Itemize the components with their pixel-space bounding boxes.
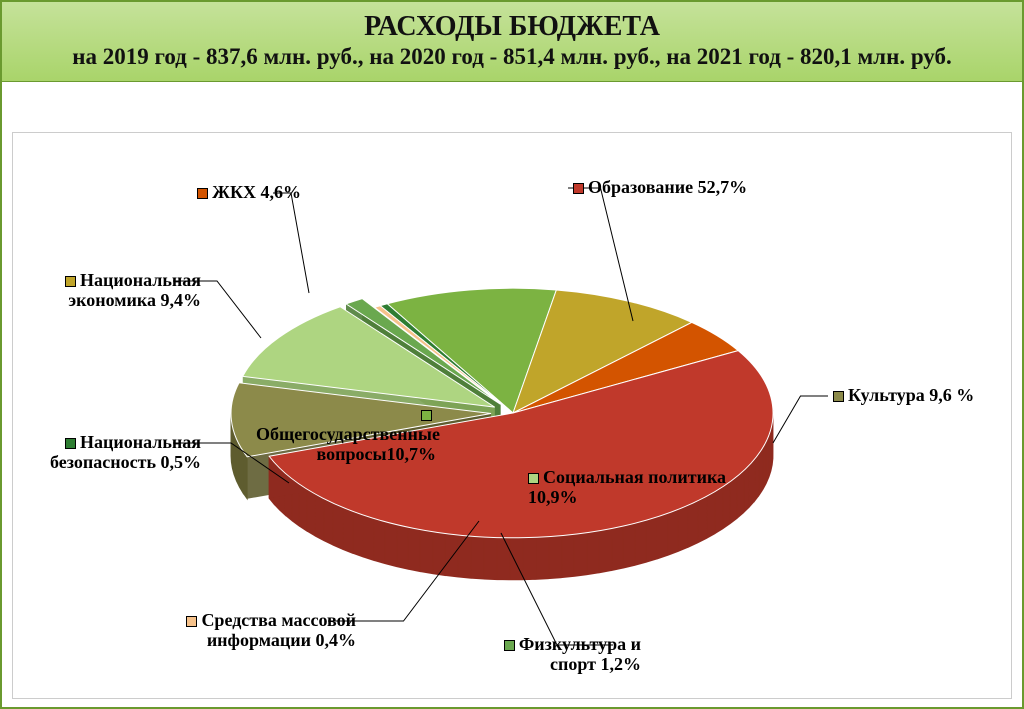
pie-label: ЖКХ 4,6% [121,183,301,203]
legend-swatch [833,391,844,402]
legend-swatch [197,188,208,199]
pie-label: Физкультура и спорт 1,2% [461,635,641,675]
pie-label: Общегосударственные вопросы10,7% [256,405,436,464]
pie-label-text: Образование 52,7% [588,177,747,197]
legend-swatch [186,616,197,627]
legend-swatch [65,276,76,287]
pie-label-text: ЖКХ 4,6% [212,182,301,202]
legend-swatch [504,640,515,651]
page-title: РАСХОДЫ БЮДЖЕТА [16,12,1008,41]
pie-chart: Образование 52,7% Культура 9,6 % Социальна… [12,132,1012,699]
pie-label: Культура 9,6 % [833,386,974,406]
pie-label: Национальная безопасность 0,5% [21,433,201,473]
pie-label: Средства массовой информации 0,4% [176,611,356,651]
pie-label-text: Физкультура и спорт 1,2% [519,634,641,674]
page-subtitle: на 2019 год - 837,6 млн. руб., на 2020 г… [16,43,1008,71]
pie-label: Социальная политика 10,9% [528,468,758,508]
header: РАСХОДЫ БЮДЖЕТА на 2019 год - 837,6 млн.… [2,2,1022,82]
legend-swatch [528,473,539,484]
pie-label-text: Культура 9,6 % [848,385,974,405]
pie-label: Образование 52,7% [573,178,747,198]
legend-swatch [65,438,76,449]
legend-swatch [421,410,432,421]
pie-label-text: Социальная политика 10,9% [528,467,726,507]
pie-label-text: Средства массовой информации 0,4% [201,610,356,650]
pie-label: Национальная экономика 9,4% [21,271,201,311]
pie-label-text: Национальная экономика 9,4% [68,270,201,310]
pie-label-text: Общегосударственные вопросы10,7% [256,424,440,464]
legend-swatch [573,183,584,194]
